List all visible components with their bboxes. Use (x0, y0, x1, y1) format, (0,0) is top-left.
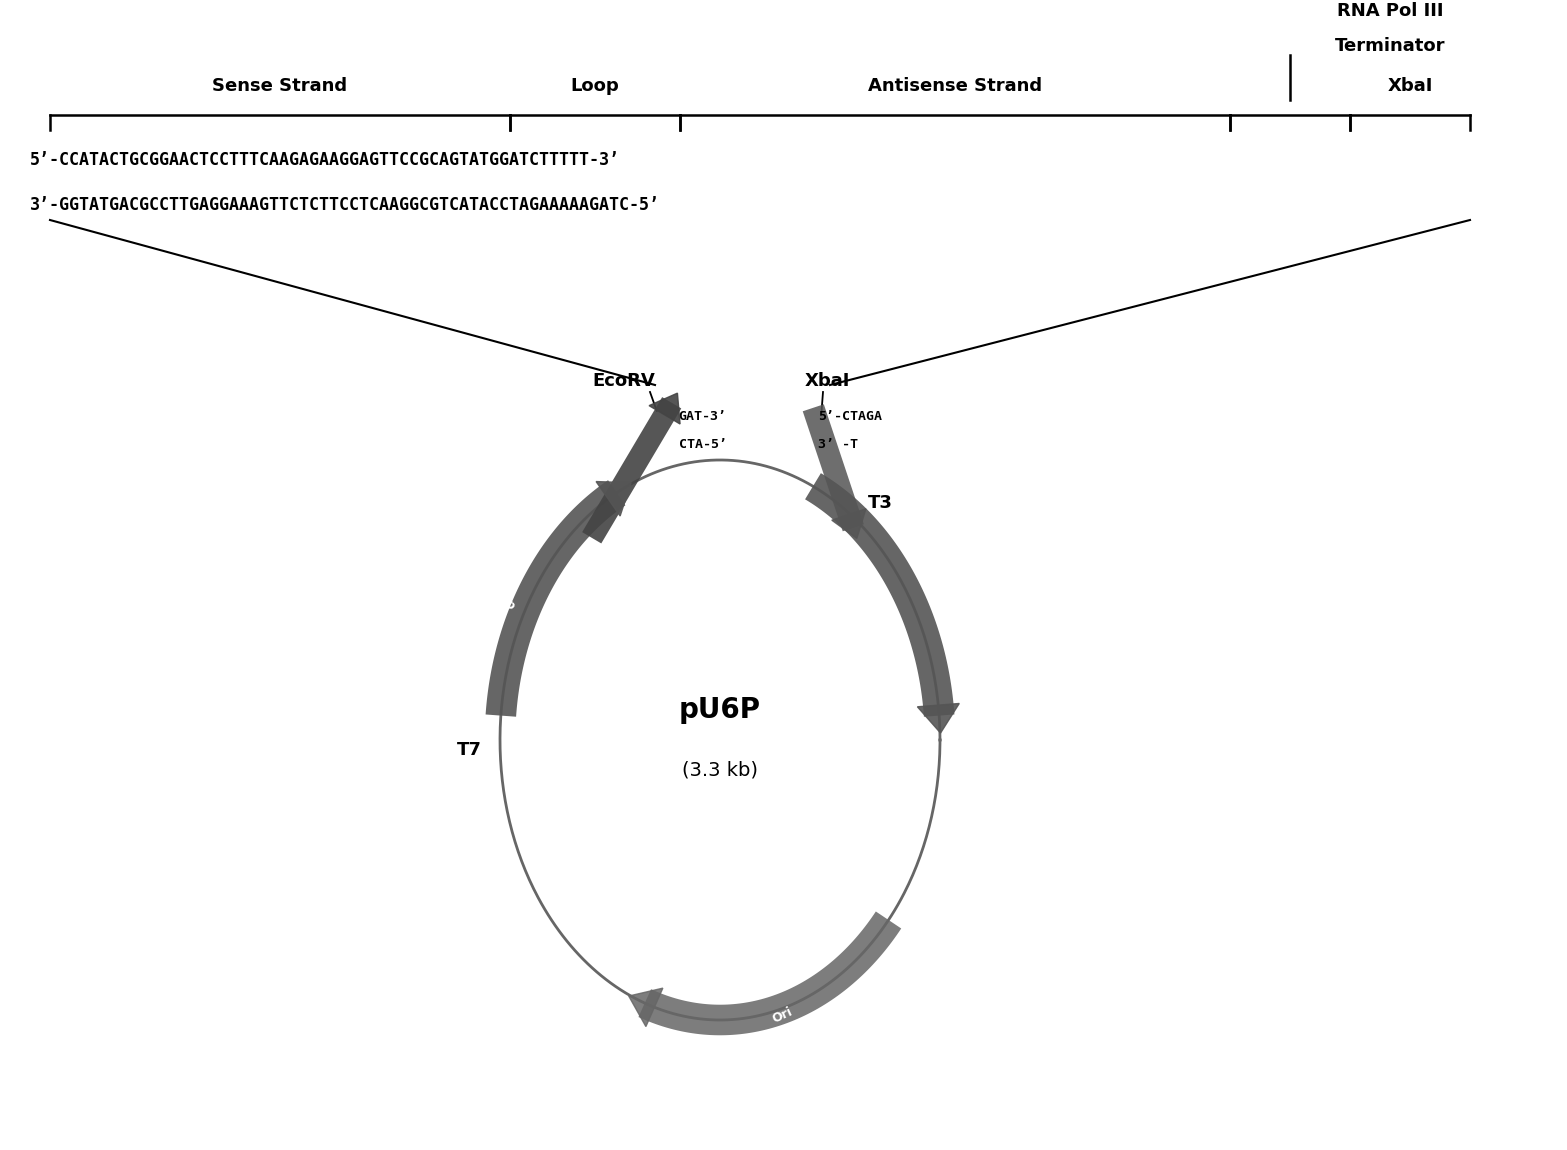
Text: Sense Strand: Sense Strand (213, 77, 348, 95)
Text: 3’-GGTATGACGCCTTGAGGAAAGTTCTCTTCCTCAAGGCGTCATACCTAGAAAAAGATC-5’: 3’-GGTATGACGCCTTGAGGAAAGTTCTCTTCCTCAAGGC… (30, 196, 660, 214)
Text: XbaI: XbaI (805, 371, 851, 390)
Polygon shape (628, 988, 663, 1027)
Text: RNA Pol III: RNA Pol III (1337, 2, 1443, 20)
Text: U6 Amp: U6 Amp (473, 561, 517, 612)
Text: Ori: Ori (769, 1005, 794, 1026)
Text: GAT-3’: GAT-3’ (679, 409, 727, 423)
Text: Amp: Amp (931, 562, 954, 597)
Text: 5’-CCATACTGCGGAACTCCTTTCAAGAGAAGGAGTTCCGCAGTATGGATCTTTTT-3’: 5’-CCATACTGCGGAACTCCTTTCAAGAGAAGGAGTTCCG… (30, 151, 621, 169)
Text: T3: T3 (868, 493, 893, 512)
Text: EcoRV: EcoRV (592, 371, 655, 390)
Text: 5’-CTAGA: 5’-CTAGA (818, 409, 882, 423)
Text: Antisense Strand: Antisense Strand (868, 77, 1042, 95)
Text: XbaI: XbaI (1387, 77, 1432, 95)
Polygon shape (649, 393, 680, 424)
Text: Terminator: Terminator (1335, 37, 1445, 55)
Text: 3’ -T: 3’ -T (818, 438, 859, 451)
Polygon shape (595, 482, 632, 516)
Polygon shape (917, 704, 959, 733)
Text: CTA-5’: CTA-5’ (679, 438, 727, 451)
Text: pU6P: pU6P (679, 696, 762, 724)
Text: T7: T7 (458, 741, 483, 759)
Text: (3.3 kb): (3.3 kb) (682, 760, 758, 780)
Polygon shape (832, 508, 867, 538)
Text: Loop: Loop (570, 77, 619, 95)
